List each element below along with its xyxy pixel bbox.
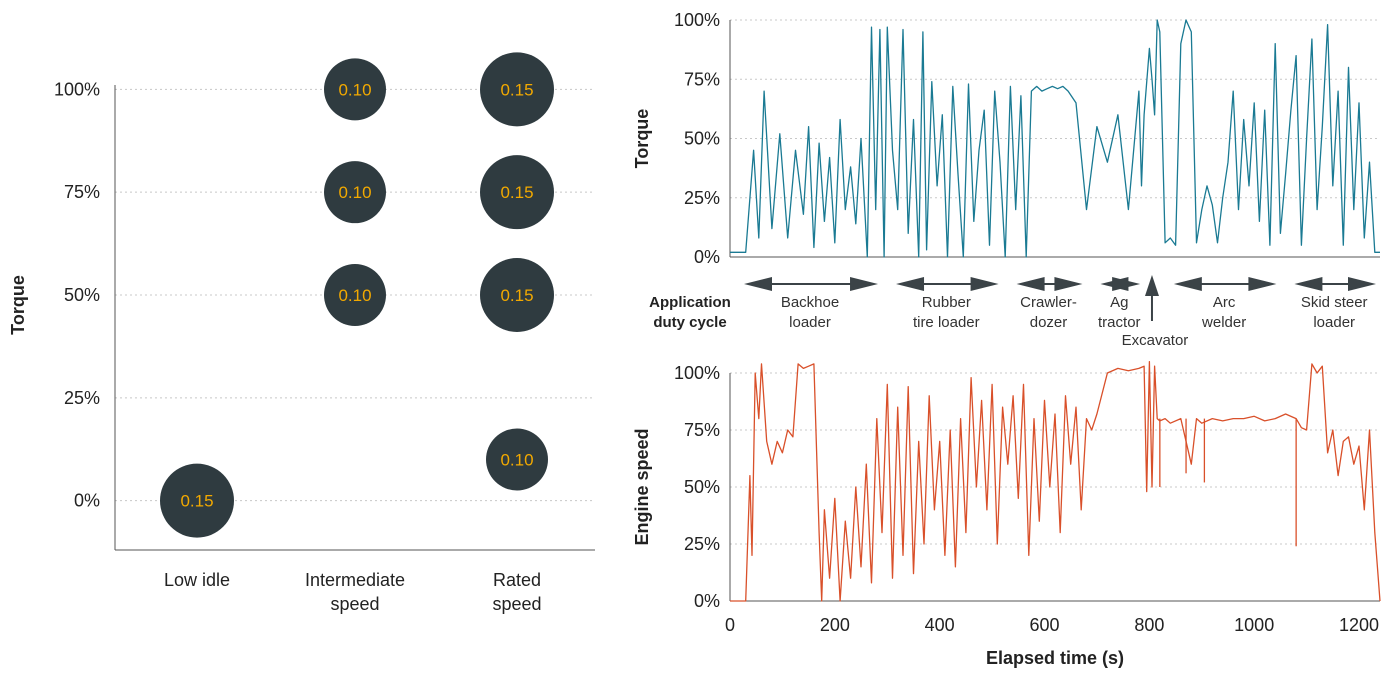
application-duty-cycle-band: Application duty cycle Backhoe loader Rubber… [649, 275, 1376, 349]
data-bubble [480, 155, 554, 230]
y-tick-label: 100% [674, 363, 720, 383]
duty-cycle-label: Skid steer [1301, 294, 1368, 311]
y-tick-label: 50% [684, 129, 720, 149]
y-tick-label: 0% [74, 491, 100, 511]
duty-cycle-heading: Application [649, 294, 731, 311]
duty-cycle-label: loader [1313, 314, 1355, 331]
excavator-label: Excavator [1122, 332, 1189, 349]
y-tick-label: 25% [684, 534, 720, 554]
engine-speed-time-chart: 0% 25% 50% 75% 100% Engine speed 0 200 400 600 800… [632, 360, 1381, 668]
duty-cycle-label: welder [1201, 314, 1246, 331]
x-tick-label: 600 [1029, 615, 1059, 635]
bubble-weight-label: 0.15 [500, 80, 533, 99]
duty-cycle-label: Ag [1110, 294, 1128, 311]
data-bubble [480, 52, 554, 127]
y-axis-title: Engine speed [632, 428, 652, 545]
duty-arrow-head-right [1112, 277, 1141, 291]
bubble-weight-label: 0.15 [500, 286, 533, 305]
duty-cycle-label: Arc [1213, 294, 1236, 311]
series-line [730, 360, 1381, 602]
x-tick-label: 1000 [1234, 615, 1274, 635]
y-tick-label: 75% [684, 420, 720, 440]
duty-cycle-label: Backhoe [781, 294, 839, 311]
duty-arrow-head-left [1016, 277, 1045, 291]
duty-arrow-head-left [744, 277, 772, 291]
y-tick-label: 25% [64, 388, 100, 408]
y-tick-label: 0% [694, 247, 720, 267]
y-tick-label: 50% [684, 477, 720, 497]
y-tick-label: 75% [684, 69, 720, 89]
torque-speed-bubble-chart: 0% 25% 50% 75% 100% Torque Low idle Intermediat… [8, 52, 595, 614]
x-category-label: Low idle [164, 570, 230, 590]
duty-arrow-head-right [1054, 277, 1083, 291]
x-tick-label: 400 [925, 615, 955, 635]
x-category-label: speed [492, 594, 541, 614]
y-tick-label: 75% [64, 182, 100, 202]
x-category-label: speed [330, 594, 379, 614]
duty-cycle-label: Rubber [922, 294, 971, 311]
bubble-weight-label: 0.10 [338, 183, 371, 202]
data-bubble [486, 428, 548, 491]
x-tick-label: 800 [1134, 615, 1164, 635]
duty-cycle-label: tire loader [913, 314, 980, 331]
duty-cycle-label: Crawler- [1020, 294, 1077, 311]
duty-arrow-head-right [850, 277, 879, 291]
y-tick-label: 50% [64, 285, 100, 305]
y-axis-title: Torque [632, 109, 652, 169]
excavator-arrow-head [1144, 275, 1159, 296]
x-category-label: Rated [493, 570, 541, 590]
duty-arrow-head-left [1173, 277, 1202, 291]
bubble-weight-label: 0.10 [500, 451, 533, 470]
duty-arrow-head-left [896, 277, 925, 291]
data-bubble [324, 264, 386, 326]
bubble-weight-label: 0.10 [338, 286, 371, 305]
x-axis-title: Elapsed time (s) [986, 648, 1124, 668]
bubble-weight-label: 0.15 [500, 183, 533, 202]
duty-arrow-head-right [1348, 277, 1376, 291]
data-bubble [324, 161, 386, 224]
bubble-weight-label: 0.10 [338, 80, 371, 99]
y-tick-label: 0% [694, 591, 720, 611]
torque-time-chart: 0% 25% 50% 75% 100% Torque [632, 10, 1380, 267]
data-bubble [160, 463, 234, 538]
duty-cycle-label: tractor [1098, 314, 1141, 331]
x-tick-label: 200 [820, 615, 850, 635]
x-category-label: Intermediate [305, 570, 405, 590]
y-tick-label: 100% [674, 10, 720, 30]
x-tick-label: 1200 [1339, 615, 1379, 635]
duty-arrow-head-left [1294, 277, 1323, 291]
series-line [730, 19, 1380, 258]
duty-cycle-label: dozer [1030, 314, 1068, 331]
duty-cycle-heading: duty cycle [653, 314, 726, 331]
duty-arrow-head-right [970, 277, 999, 291]
data-bubble [480, 258, 554, 332]
y-tick-label: 25% [684, 188, 720, 208]
y-tick-label: 100% [54, 79, 100, 99]
x-tick-label: 0 [725, 615, 735, 635]
bubble-weight-label: 0.15 [180, 492, 213, 511]
data-bubble [324, 58, 386, 121]
duty-cycle-label: loader [789, 314, 831, 331]
duty-arrow-head-right [1248, 277, 1277, 291]
y-axis-title: Torque [8, 275, 28, 335]
